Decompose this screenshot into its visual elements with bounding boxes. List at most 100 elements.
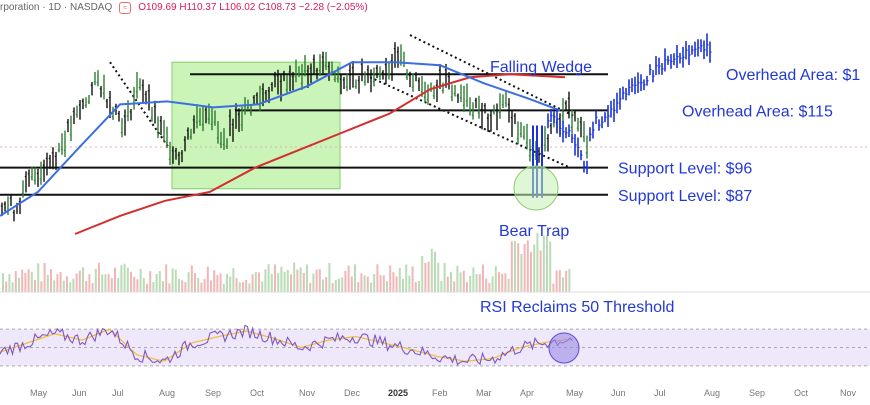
volume-bar [213, 270, 216, 292]
volume-bar [510, 241, 513, 292]
volume-bar [459, 272, 462, 292]
volume-bar [21, 269, 24, 292]
volume-bar [373, 274, 376, 292]
volume-bar [315, 269, 318, 292]
volume-bar [34, 280, 36, 292]
volume-bar [443, 262, 446, 292]
x-axis-tick-label: Jun [72, 388, 87, 398]
volume-bar [174, 269, 177, 292]
volume-bar [539, 250, 542, 292]
volume-bar [251, 274, 254, 292]
volume-bar [418, 281, 420, 292]
volume-bar [427, 261, 430, 292]
volume-bars [0, 232, 870, 293]
level-label: Support Level: $96 [618, 161, 752, 178]
x-axis-tick-label: Apr [520, 388, 534, 398]
volume-bar [450, 271, 452, 292]
volume-bar [434, 251, 436, 292]
volume-bar [382, 275, 385, 292]
volume-bar [59, 272, 62, 292]
volume-bar [398, 267, 401, 292]
volume-bar [466, 282, 468, 292]
x-axis-tick-label: Jun [611, 388, 626, 398]
volume-bar [75, 273, 78, 292]
volume-bar [101, 274, 104, 292]
volume-bar [123, 263, 126, 292]
volume-bar [56, 274, 59, 292]
volume-bar [293, 262, 296, 292]
rsi-line [0, 324, 573, 366]
volume-bar [37, 263, 40, 292]
volume-bar [453, 281, 456, 292]
volume-bar [405, 264, 408, 292]
volume-bar [235, 278, 238, 292]
ohlc-readout: O109.69 H110.37 L106.02 C108.73 −2.28 (−… [138, 2, 368, 13]
volume-bar [312, 273, 315, 292]
volume-bar [411, 266, 414, 292]
volume-bar [206, 266, 209, 292]
volume-bar [232, 268, 235, 292]
level-label: Support Level: $87 [618, 188, 752, 205]
volume-bar [498, 272, 500, 292]
volume-bar [472, 267, 475, 292]
volume-bar [82, 267, 84, 292]
volume-bar [168, 283, 171, 292]
volume-bar [338, 278, 340, 292]
volume-bar [46, 274, 49, 292]
volume-bar [200, 282, 203, 292]
volume-bar [366, 276, 369, 292]
volume-bar [133, 276, 136, 292]
volume-bar [162, 281, 164, 292]
volume-bar [126, 267, 129, 292]
volume-bar [229, 276, 232, 292]
volume-bar [110, 278, 113, 292]
x-axis-tick-label: Nov [840, 388, 857, 398]
x-axis: May Jun Jul Aug Sep Oct Nov Dec 2025 Feb Mar Apr May… [30, 388, 857, 398]
volume-bar [14, 271, 17, 292]
volume-bar [533, 244, 536, 292]
volume-bar [475, 274, 478, 292]
volume-bar [552, 283, 555, 292]
volume-bar [78, 270, 81, 292]
volume-bar [238, 282, 241, 292]
volume-bar [69, 282, 72, 292]
volume-bar [267, 264, 270, 292]
chart-header: rporation · 1D · NASDAQ ≈ O109.69 H110.3… [0, 2, 368, 18]
volume-bar [245, 279, 248, 292]
volume-bar [386, 281, 388, 292]
volume-bar [152, 282, 155, 292]
volume-bar [171, 268, 174, 292]
forecast-bars [547, 33, 712, 175]
volume-bar [392, 272, 395, 292]
volume-bar [43, 263, 46, 292]
volume-bar [536, 232, 539, 292]
volume-bar [184, 282, 187, 292]
volume-bar [370, 282, 372, 292]
volume-bar [318, 269, 321, 292]
volume-bar [146, 283, 148, 292]
volume-bar [27, 269, 30, 292]
volume-bar [565, 270, 568, 292]
volume-bar [542, 235, 545, 292]
volume-bar [178, 278, 180, 292]
volume-bar [40, 281, 43, 292]
volume-bar [462, 270, 465, 292]
volume-bar [62, 280, 65, 292]
volume-bar [341, 277, 344, 292]
indicator-tag[interactable]: ≈ [119, 2, 132, 14]
volume-bar [274, 264, 276, 292]
volume-bar [94, 269, 97, 292]
volume-bar [331, 283, 334, 292]
volume-bar [350, 276, 353, 292]
volume-bar [523, 243, 526, 292]
ma50-line [0, 61, 561, 217]
volume-bar [30, 271, 33, 292]
volume-bar [290, 274, 292, 292]
volume-bar [248, 283, 251, 292]
volume-bar [302, 273, 305, 292]
x-axis-tick-label: Sep [749, 388, 765, 398]
annotation-rsi: RSI Reclaims 50 Threshold [480, 299, 674, 316]
volume-bar [50, 269, 52, 292]
volume-bar [357, 282, 360, 292]
